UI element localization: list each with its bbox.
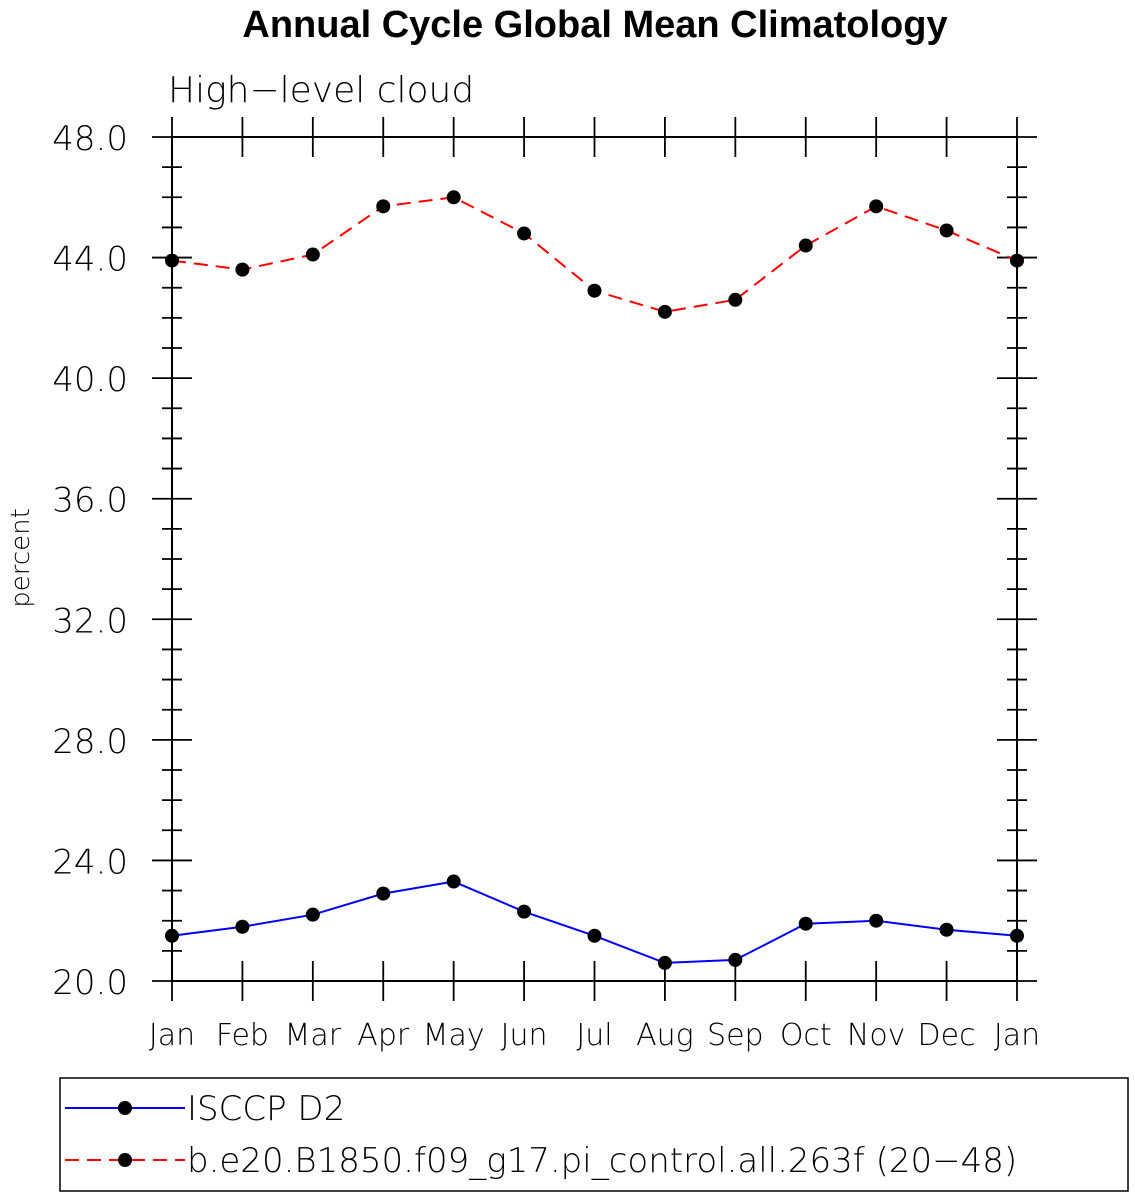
data-point [235, 262, 250, 277]
data-point [869, 199, 884, 214]
data-point [165, 928, 179, 943]
series-2 [165, 190, 1024, 319]
axes: 20.0 24.0 28.0 32.0 36.0 40.0 44.0 48.0 Jan Feb Ma… [52, 117, 1040, 1053]
data-point [869, 913, 884, 928]
data-point [657, 304, 672, 319]
data-point [728, 952, 743, 967]
chart-subtitle: High−level cloud [168, 70, 474, 111]
x-tick-label: Sep [707, 1018, 764, 1053]
series-layer [165, 190, 1024, 970]
data-point [446, 874, 461, 889]
data-point [587, 283, 602, 298]
data-point [446, 190, 461, 205]
data-point [305, 907, 320, 922]
data-point [517, 226, 532, 241]
x-tick-label: Nov [847, 1018, 906, 1053]
x-tick-label: Aug [636, 1018, 694, 1053]
x-tick-label: Jan [994, 1018, 1040, 1053]
data-point [165, 253, 179, 268]
x-tick-label: Jan [149, 1018, 195, 1053]
chart-title: Annual Cycle Global Mean Climatology [242, 4, 947, 46]
data-point [235, 919, 250, 934]
data-point [728, 292, 743, 307]
data-point [1010, 253, 1024, 268]
data-point [1010, 928, 1024, 943]
y-tick-label: 20.0 [52, 963, 128, 1003]
data-point [798, 238, 813, 253]
series-1 [165, 874, 1024, 970]
x-tick-label: Oct [780, 1018, 832, 1053]
x-tick-label: Apr [357, 1018, 410, 1053]
data-point [939, 223, 954, 238]
data-point [798, 916, 813, 931]
y-tick-label: 48.0 [52, 119, 128, 159]
x-tick-label: May [423, 1018, 485, 1053]
legend: ISCCP D2 b.e20.B1850.f09_g17.pi_control.a… [59, 1077, 1129, 1192]
x-tick-label: Feb [216, 1018, 269, 1053]
y-tick-label: 24.0 [52, 842, 128, 882]
data-point [657, 955, 672, 970]
legend-marker [118, 1153, 132, 1167]
data-point [305, 247, 320, 262]
data-point [517, 904, 532, 919]
x-tick-label: Dec [918, 1018, 976, 1053]
data-point [939, 922, 954, 937]
y-tick-label: 44.0 [52, 240, 128, 280]
x-tick-label: Mar [285, 1018, 342, 1053]
x-tick-label: Jun [501, 1018, 548, 1053]
legend-label: ISCCP D2 [187, 1089, 345, 1129]
y-tick-label: 40.0 [52, 360, 128, 400]
data-point [587, 928, 602, 943]
y-tick-label: 28.0 [52, 722, 128, 762]
data-point [376, 199, 391, 214]
x-tick-label: Jul [576, 1018, 612, 1053]
legend-marker [118, 1101, 132, 1115]
legend-label: b.e20.B1850.f09_g17.pi_control.all.263f … [187, 1141, 1017, 1181]
y-tick-label: 32.0 [52, 601, 128, 641]
plot-frame [171, 136, 1018, 982]
series-line [171, 880, 1018, 964]
y-axis-label: percent [6, 508, 36, 608]
y-tick-label: 36.0 [52, 481, 128, 521]
legend-box [59, 1077, 1129, 1192]
data-point [376, 886, 391, 901]
